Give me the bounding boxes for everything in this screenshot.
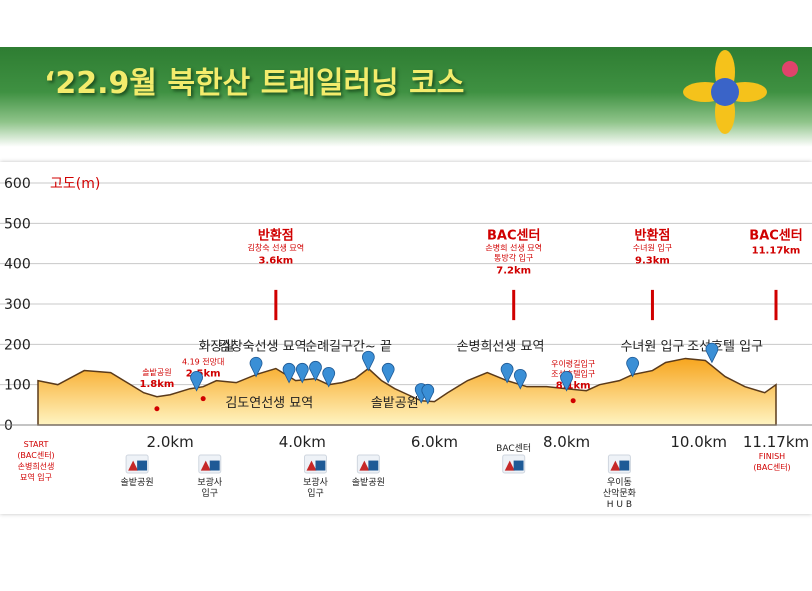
minor-point-dot — [154, 406, 160, 412]
minor-point-distance: 2.5km — [186, 369, 221, 380]
annotation-name: 반환점 — [635, 227, 671, 243]
restroom-icon — [198, 454, 222, 474]
location-pin-icon — [513, 369, 527, 390]
restroom-men-icon: ■ — [618, 458, 630, 473]
place-label: 손병희선생 묘역 — [457, 339, 545, 354]
facility-label: 보광사 — [197, 476, 223, 488]
facility-label: 보광사 — [303, 476, 329, 488]
annotation-sub: 김창숙 선생 묘역 — [248, 242, 305, 252]
x-tick-label: 2.0km — [147, 433, 194, 451]
restroom-women-icon: ▲ — [359, 458, 369, 473]
minor-point-distance: 1.8km — [140, 379, 175, 390]
finish-label: FINISH — [759, 452, 785, 461]
place-label: 김창숙선생 묘역 — [219, 339, 307, 354]
facility-label: 산악문화 — [603, 487, 636, 499]
restroom-women-icon: ▲ — [128, 458, 138, 473]
annotation-distance: 7.2km — [496, 265, 531, 276]
location-pin-icon — [421, 383, 435, 405]
facility-label: H U B — [607, 500, 632, 510]
restroom-icon — [502, 454, 526, 474]
header-banner — [0, 47, 812, 147]
start-label: START — [24, 440, 49, 449]
location-pin-icon — [322, 367, 336, 388]
minor-point-label: 우이령길입구 — [551, 359, 595, 369]
facility-label: 입구 — [202, 487, 219, 499]
restroom-icon — [356, 454, 380, 474]
x-tick-label: 8.0km — [543, 433, 590, 451]
start-label: (BAC센터) — [17, 450, 54, 460]
location-pin-icon — [282, 362, 296, 384]
y-tick-label: 100 — [4, 378, 31, 394]
location-pin-icon — [295, 362, 309, 384]
place-label: 조선호텔 입구 — [687, 339, 763, 354]
annotation-name: BAC센터 — [487, 227, 540, 243]
place-label: 김도연선생 묘역 — [225, 396, 313, 411]
minor-point-label: 4.19 전망대 — [182, 357, 224, 367]
y-axis-label: 고도(m) — [50, 176, 100, 192]
location-pin-icon — [381, 362, 395, 384]
y-tick-label: 600 — [4, 176, 31, 192]
x-tick-label: 4.0km — [279, 433, 326, 451]
minor-point-distance: 8.1km — [556, 381, 591, 392]
minor-point-dot — [200, 396, 206, 402]
elevation-chart-panel: 0 100 200 300 400 500 600 고도(m) 2.0km 4.0km 6.0km… — [0, 162, 812, 514]
x-tick-label: 6.0km — [411, 433, 458, 451]
start-label: 손병희선생 — [18, 461, 55, 471]
annotation-distance: 9.3km — [635, 255, 670, 266]
location-pin-icon — [249, 356, 263, 378]
y-tick-label: 0 — [4, 418, 13, 434]
annotation-sub: 손병희 선생 묘역 — [485, 242, 542, 252]
restroom-icon — [125, 454, 149, 474]
place-label: 순례길구간~ 끝 — [305, 339, 392, 354]
restroom-men-icon: ■ — [513, 458, 525, 473]
annotation-sub: 수녀원 입구 — [633, 243, 672, 252]
restroom-men-icon: ■ — [367, 458, 379, 473]
location-pin-icon — [560, 371, 573, 392]
place-label: 화장실 — [198, 339, 234, 354]
minor-point-dot — [570, 398, 576, 404]
annotation-name: 반환점 — [258, 227, 294, 243]
restroom-women-icon: ▲ — [610, 458, 620, 473]
y-tick-label: 400 — [4, 257, 31, 273]
restroom-men-icon: ■ — [136, 458, 148, 473]
restroom-women-icon: ▲ — [306, 458, 316, 473]
facility-label: 솔밭공원 — [352, 477, 385, 488]
restroom-women-icon: ▲ — [201, 458, 211, 473]
location-pin-icon — [626, 356, 640, 378]
restroom-men-icon: ■ — [314, 458, 326, 473]
finish-label: (BAC센터) — [753, 462, 790, 472]
start-label: 묘역 입구 — [20, 472, 52, 482]
flower-decoration — [683, 50, 798, 134]
annotation-sub2: 통방각 입구 — [494, 252, 533, 262]
location-pin-icon — [309, 360, 322, 382]
restroom-men-icon: ■ — [209, 458, 221, 473]
location-pin-icon — [190, 371, 203, 392]
elevation-chart: 0 100 200 300 400 500 600 고도(m) 2.0km 4.0km 6.0km… — [0, 176, 812, 510]
restroom-icon — [607, 454, 631, 474]
location-pin-icon — [361, 350, 375, 372]
facility-label: 입구 — [307, 487, 324, 499]
location-pin-icon — [705, 342, 719, 364]
annotation-distance: 3.6km — [258, 255, 293, 266]
x-tick-label: 11.17km — [743, 433, 809, 451]
restroom-icon — [303, 454, 327, 474]
facility-label: 솔밭공원 — [121, 477, 154, 488]
elevation-area — [37, 357, 777, 426]
y-tick-label: 500 — [4, 216, 31, 232]
minor-point-sub: 조선호텔입구 — [551, 370, 595, 379]
annotation-name: BAC센터 — [749, 227, 802, 243]
x-tick-label: 10.0km — [670, 433, 727, 451]
page-title: ‘22.9월 북한산 트레일러닝 코스 — [44, 66, 465, 101]
y-tick-label: 300 — [4, 297, 31, 313]
facility-label: 우이동 — [607, 477, 632, 488]
location-pin-icon — [500, 362, 514, 384]
place-label: 솔밭공원 — [371, 396, 419, 411]
minor-point-label: 솔밭공원 — [142, 368, 171, 377]
facility-label: BAC센터 — [496, 443, 531, 454]
restroom-women-icon: ▲ — [505, 458, 515, 473]
place-label: 수녀원 입구 — [620, 339, 684, 354]
annotation-distance: 11.17km — [752, 245, 801, 256]
y-tick-label: 200 — [4, 337, 31, 353]
